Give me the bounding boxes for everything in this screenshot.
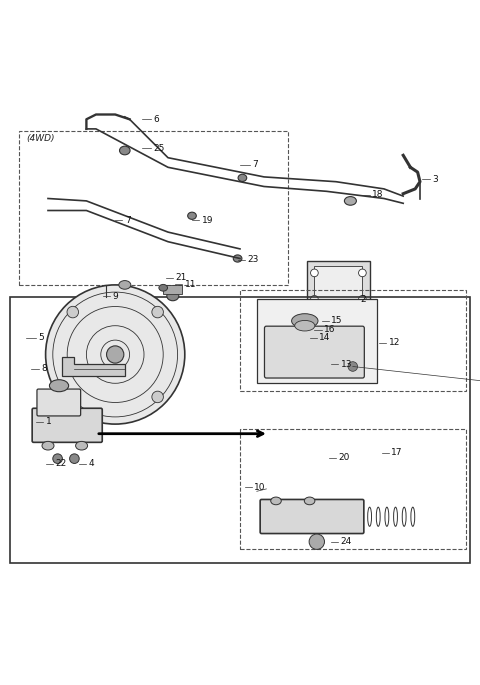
FancyBboxPatch shape xyxy=(307,261,370,306)
FancyBboxPatch shape xyxy=(260,499,364,534)
Circle shape xyxy=(53,454,62,464)
Text: 16: 16 xyxy=(324,325,336,334)
Polygon shape xyxy=(62,357,125,376)
Text: 17: 17 xyxy=(391,449,403,458)
Text: 12: 12 xyxy=(389,338,400,347)
Text: 4: 4 xyxy=(89,460,95,469)
Text: 21: 21 xyxy=(175,273,187,282)
FancyBboxPatch shape xyxy=(264,326,364,378)
Ellipse shape xyxy=(271,497,281,505)
Text: 20: 20 xyxy=(338,453,350,462)
Ellipse shape xyxy=(49,379,69,392)
FancyBboxPatch shape xyxy=(257,299,377,384)
Ellipse shape xyxy=(119,281,131,289)
Text: 22: 22 xyxy=(55,460,66,469)
Ellipse shape xyxy=(159,284,168,291)
Text: 2: 2 xyxy=(360,295,366,304)
Text: 23: 23 xyxy=(247,256,259,264)
Circle shape xyxy=(359,295,366,303)
Circle shape xyxy=(348,362,358,371)
Ellipse shape xyxy=(233,255,242,262)
Text: 11: 11 xyxy=(185,280,196,289)
Circle shape xyxy=(152,306,163,318)
Bar xyxy=(163,286,182,294)
Circle shape xyxy=(152,391,163,403)
Text: 9: 9 xyxy=(113,292,119,301)
Text: 15: 15 xyxy=(331,316,343,325)
Ellipse shape xyxy=(42,441,54,450)
Ellipse shape xyxy=(188,212,196,219)
Text: (4WD): (4WD) xyxy=(26,134,55,143)
Text: 1: 1 xyxy=(46,417,51,426)
Ellipse shape xyxy=(167,291,179,301)
Circle shape xyxy=(46,285,185,424)
Ellipse shape xyxy=(292,314,318,328)
FancyBboxPatch shape xyxy=(32,408,102,443)
Text: 24: 24 xyxy=(341,537,352,546)
Circle shape xyxy=(67,391,79,403)
Circle shape xyxy=(70,454,79,464)
Text: 7: 7 xyxy=(125,216,131,225)
Circle shape xyxy=(311,269,318,277)
Text: 5: 5 xyxy=(38,333,44,342)
Circle shape xyxy=(311,295,318,303)
Text: 7: 7 xyxy=(252,160,258,169)
Text: 10: 10 xyxy=(254,483,266,492)
Ellipse shape xyxy=(295,321,315,331)
Ellipse shape xyxy=(238,174,247,182)
FancyBboxPatch shape xyxy=(37,389,81,416)
Ellipse shape xyxy=(344,197,356,205)
Text: 8: 8 xyxy=(42,364,48,373)
Text: 18: 18 xyxy=(372,190,384,199)
Ellipse shape xyxy=(304,497,315,505)
Text: 25: 25 xyxy=(154,144,165,153)
Text: 6: 6 xyxy=(154,115,159,124)
Circle shape xyxy=(67,306,79,318)
Ellipse shape xyxy=(120,146,130,155)
Text: 19: 19 xyxy=(202,216,213,225)
Text: 13: 13 xyxy=(341,360,352,369)
Circle shape xyxy=(107,346,124,363)
Ellipse shape xyxy=(76,441,88,450)
Text: 14: 14 xyxy=(319,333,331,342)
FancyBboxPatch shape xyxy=(314,266,362,301)
Circle shape xyxy=(309,534,324,549)
Text: 3: 3 xyxy=(432,175,438,184)
Circle shape xyxy=(359,269,366,277)
